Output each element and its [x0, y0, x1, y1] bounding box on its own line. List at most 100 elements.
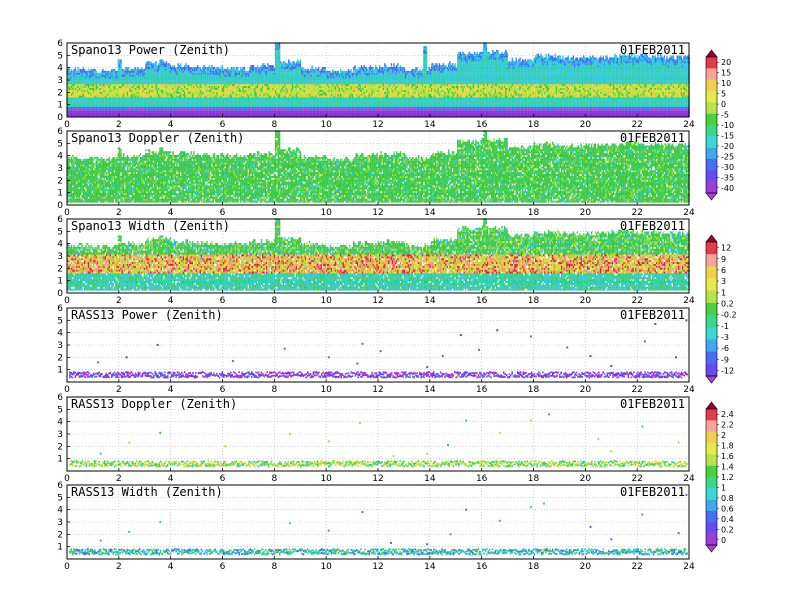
data-cell	[77, 93, 79, 96]
data-cell	[122, 87, 125, 90]
data-cell	[112, 74, 114, 77]
data-cell	[193, 86, 195, 88]
data-cell	[158, 108, 160, 111]
data-cell	[255, 86, 257, 88]
data-cell	[122, 86, 125, 88]
data-cell	[215, 74, 217, 77]
data-cell	[94, 91, 96, 94]
data-cell	[221, 99, 224, 102]
data-cell	[297, 103, 299, 106]
data-cell	[285, 99, 287, 102]
data-cell	[184, 87, 186, 90]
data-cell	[147, 80, 149, 83]
data-cell	[229, 74, 231, 77]
data-cell	[67, 108, 69, 111]
data-cell	[255, 95, 257, 98]
data-cell	[247, 101, 250, 104]
data-cell	[269, 86, 272, 88]
data-cell	[161, 72, 164, 75]
data-cell	[185, 112, 187, 115]
data-cell	[226, 74, 229, 77]
data-cell	[276, 95, 278, 98]
data-cell	[204, 78, 207, 81]
data-cell	[113, 108, 116, 111]
data-cell	[178, 87, 181, 90]
data-cell	[135, 99, 138, 102]
data-cell	[236, 84, 238, 87]
data-cell	[213, 97, 216, 100]
data-cell	[258, 76, 260, 79]
data-cell	[291, 70, 294, 73]
data-cell	[199, 97, 201, 100]
data-cell	[70, 86, 73, 88]
data-cell	[165, 99, 168, 102]
data-cell	[245, 105, 247, 107]
data-cell	[265, 103, 268, 106]
data-cell	[217, 103, 220, 106]
data-cell	[155, 86, 157, 88]
data-cell	[171, 80, 173, 83]
data-cell	[258, 89, 260, 92]
data-cell	[224, 80, 226, 83]
data-cell	[167, 76, 169, 79]
data-cell	[190, 84, 192, 87]
data-cell	[158, 105, 160, 107]
data-cell	[185, 108, 187, 111]
data-cell	[133, 101, 135, 104]
data-cell	[171, 67, 173, 69]
data-cell	[265, 91, 268, 94]
data-cell	[173, 67, 175, 69]
data-cell	[238, 76, 240, 79]
data-cell	[163, 103, 165, 106]
data-cell	[260, 103, 263, 106]
data-cell	[243, 114, 246, 117]
data-cell	[280, 86, 282, 88]
data-cell	[145, 72, 147, 75]
data-cell	[210, 84, 212, 87]
data-cell	[234, 72, 237, 75]
data-cell	[116, 89, 118, 92]
data-cell	[224, 84, 226, 87]
data-cell	[139, 74, 142, 77]
data-cell	[128, 114, 130, 117]
data-cell	[223, 89, 225, 92]
data-cell	[159, 101, 161, 104]
data-cell	[102, 112, 104, 115]
data-cell	[225, 86, 227, 88]
data-cell	[67, 103, 69, 106]
data-cell	[111, 86, 113, 88]
data-cell	[251, 97, 253, 100]
data-cell	[154, 105, 156, 107]
data-cell	[81, 108, 83, 111]
data-cell	[206, 101, 208, 104]
data-cell	[308, 70, 311, 73]
data-cell	[187, 76, 190, 79]
data-cell	[70, 103, 73, 106]
data-cell	[224, 86, 226, 88]
data-cell	[301, 110, 303, 113]
data-cell	[187, 72, 190, 75]
data-cell	[189, 72, 191, 75]
data-cell	[93, 80, 95, 83]
data-cell	[295, 80, 298, 83]
data-cell	[295, 67, 298, 69]
data-cell	[125, 112, 127, 115]
data-cell	[74, 78, 77, 81]
data-cell	[211, 91, 213, 94]
data-cell	[173, 80, 175, 83]
data-cell	[81, 82, 83, 85]
data-cell	[197, 87, 199, 90]
data-cell	[129, 114, 131, 117]
data-cell	[302, 80, 304, 83]
data-cell	[215, 95, 217, 98]
data-cell	[298, 70, 300, 73]
data-cell	[171, 89, 173, 92]
data-cell	[184, 110, 186, 113]
data-cell	[91, 89, 94, 92]
data-cell	[143, 74, 146, 77]
data-cell	[104, 99, 107, 102]
data-cell	[273, 76, 276, 79]
data-cell	[120, 78, 122, 81]
data-cell	[277, 105, 279, 107]
data-cell	[182, 108, 185, 111]
